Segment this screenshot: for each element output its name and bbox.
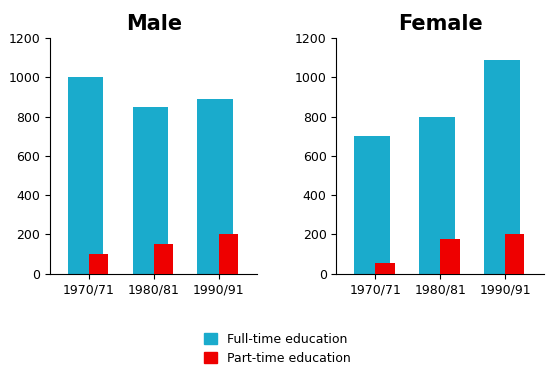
Bar: [89, 254, 108, 274]
Bar: [133, 107, 168, 274]
Bar: [375, 263, 395, 274]
Bar: [440, 239, 460, 274]
Bar: [154, 244, 173, 274]
Bar: [198, 99, 233, 274]
Bar: [419, 117, 455, 274]
Bar: [219, 234, 238, 274]
Title: Female: Female: [398, 14, 482, 34]
Bar: [505, 234, 524, 274]
Legend: Full-time education, Part-time education: Full-time education, Part-time education: [199, 328, 356, 370]
Bar: [354, 136, 390, 274]
Title: Male: Male: [125, 14, 182, 34]
Bar: [68, 77, 103, 274]
Bar: [484, 60, 519, 274]
